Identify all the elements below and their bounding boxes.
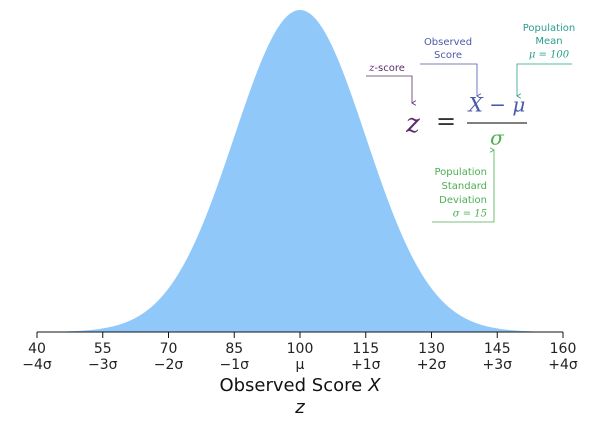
observed-arrow	[420, 63, 477, 96]
mean-label: Population	[523, 23, 576, 34]
x-tick-label: 130	[418, 341, 445, 357]
sigma-tick-label: −3σ	[88, 357, 118, 373]
distribution-area	[37, 10, 563, 332]
x-axis-label-var: X	[367, 375, 381, 396]
sigma-tick-label: μ	[296, 357, 305, 373]
formula-denominator: σ	[490, 126, 505, 150]
sd-label: Standard	[442, 181, 488, 192]
sigma-tick-label: +4σ	[548, 357, 578, 373]
x-tick-label: 55	[94, 341, 112, 357]
z-score-z: z	[368, 63, 375, 74]
mean-arrow	[517, 63, 572, 96]
sigma-tick-label: −2σ	[154, 357, 184, 373]
x-axis-label-2: z	[294, 397, 305, 418]
sigma-tick-label: −4σ	[22, 357, 52, 373]
x-axis-label: Observed Score X	[219, 375, 381, 396]
sigma-tick-label: +1σ	[351, 357, 381, 373]
observed-label: Observed	[424, 37, 472, 48]
x-tick-label: 145	[484, 341, 511, 357]
mean-label: Mean	[535, 36, 562, 47]
x-tick-label: 40	[28, 341, 46, 357]
plot: 40−4σ55−3σ70−2σ85−1σ100μ115+1σ130+2σ145+…	[22, 10, 578, 373]
sd-arrow	[432, 150, 494, 223]
x-tick-label: 115	[352, 341, 379, 357]
formula-numerator: X − μ	[467, 93, 526, 117]
formula-eq: =	[436, 108, 456, 136]
sigma-tick-label: +2σ	[417, 357, 447, 373]
z-score-text: -score	[374, 63, 404, 74]
sigma-tick-label: +3σ	[482, 357, 512, 373]
z-score-label: z-score	[368, 63, 405, 75]
x-axis-label-text: Observed Score	[219, 375, 362, 396]
formula-lhs: z	[405, 109, 420, 139]
mean-value: μ = 100	[529, 50, 570, 61]
sd-value: σ = 15	[453, 209, 487, 220]
x-tick-label: 85	[225, 341, 243, 357]
sd-label: Population	[434, 167, 487, 178]
z-score-arrow	[366, 75, 412, 103]
sigma-tick-label: −1σ	[219, 357, 249, 373]
x-tick-label: 160	[550, 341, 577, 357]
x-tick-label: 70	[160, 341, 178, 357]
x-tick-label: 100	[287, 341, 314, 357]
sd-label: Deviation	[439, 195, 487, 206]
observed-label: Score	[434, 50, 462, 61]
